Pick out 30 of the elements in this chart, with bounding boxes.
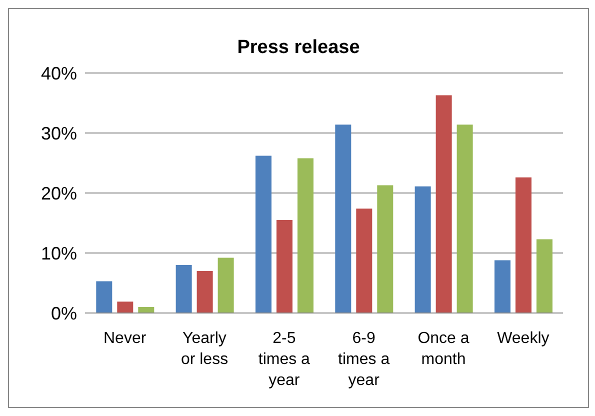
y-tick-label: 20%: [40, 183, 77, 204]
bar: [377, 185, 394, 313]
chart-title: Press release: [236, 37, 361, 60]
bar: [297, 158, 314, 313]
x-tick-label: Never: [103, 330, 147, 347]
bar: [536, 239, 552, 313]
bar: [356, 208, 372, 313]
y-tick-label: 0%: [50, 303, 77, 324]
bar: [255, 156, 272, 313]
bar: [414, 186, 431, 313]
bar: [456, 124, 473, 313]
x-tick-label: 6-9 times a year: [338, 330, 390, 389]
bar: [117, 302, 134, 313]
bar: [276, 220, 292, 313]
y-tick-label: 40%: [40, 63, 77, 84]
x-tick-label: Once a month: [418, 330, 470, 368]
x-tick-label: Weekly: [497, 330, 550, 347]
y-tick-label: 30%: [40, 123, 77, 144]
bar: [494, 260, 510, 313]
x-tick-label: 2-5 times a year: [258, 330, 310, 389]
bar: [436, 95, 452, 313]
y-tick-label: 10%: [40, 243, 77, 264]
x-tick-label: Yearly or less: [180, 330, 228, 368]
bar: [218, 258, 234, 313]
bar: [138, 307, 154, 313]
bar: [515, 177, 532, 313]
bar: [96, 281, 112, 313]
bar: [335, 124, 352, 313]
bar: [176, 265, 192, 313]
bar: [196, 271, 213, 313]
